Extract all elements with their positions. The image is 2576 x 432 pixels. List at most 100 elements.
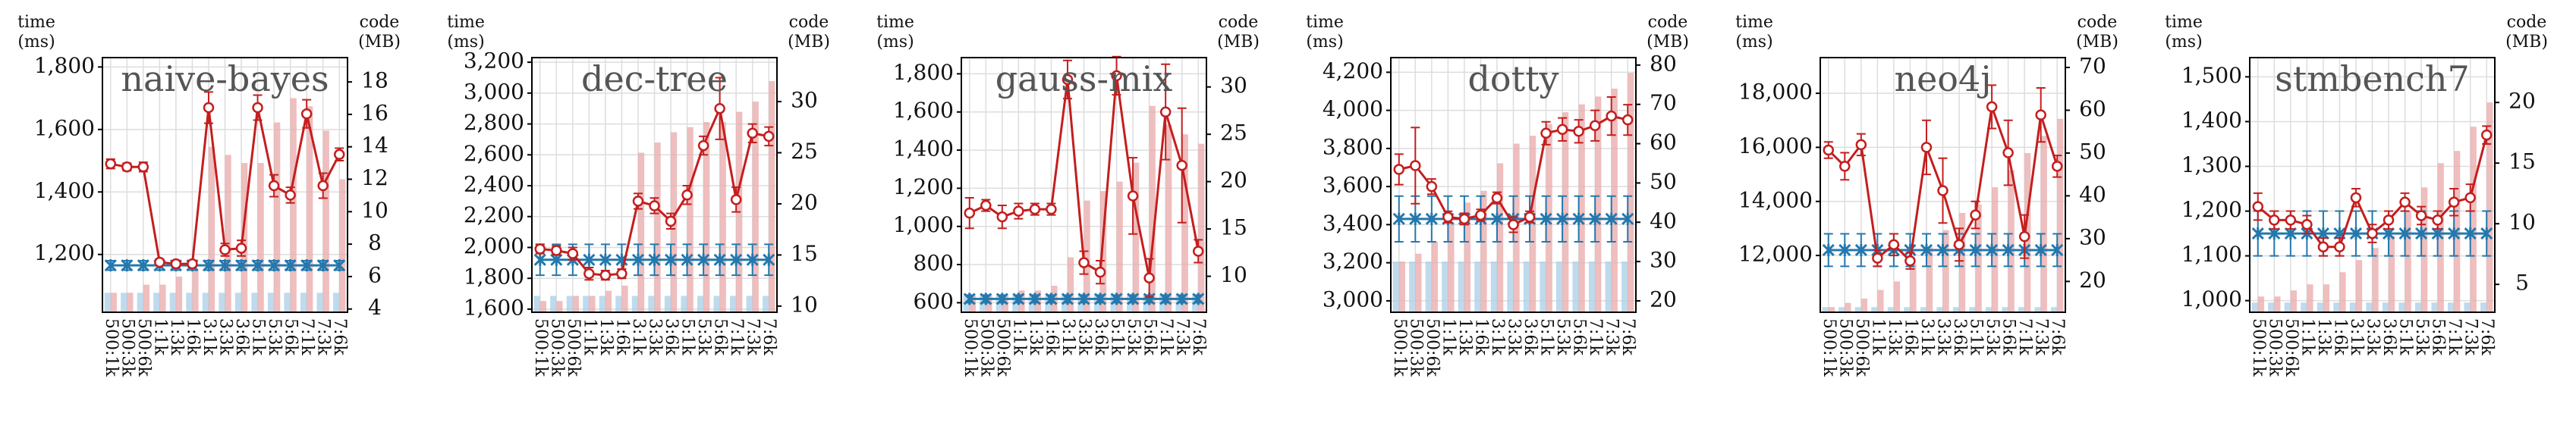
panel: 1,200 1,400 1,600 1,800 4 6 8 10 12 14 16 18 time(ms… — [17, 13, 401, 377]
marker — [551, 245, 562, 256]
marker — [1573, 126, 1584, 137]
marker — [1936, 243, 1949, 257]
x-tick-label: 500:1k — [961, 318, 980, 377]
code-bar — [1845, 302, 1851, 312]
marker — [1540, 212, 1552, 225]
x-tick-label: 7:1k — [297, 318, 316, 355]
marker — [285, 189, 296, 201]
x-tick-label: 5:1k — [1108, 318, 1127, 355]
code-bar — [1490, 261, 1497, 312]
y2-tick-label: 4 — [368, 295, 382, 320]
marker — [104, 259, 117, 272]
code-bar — [654, 142, 661, 312]
code-bar — [1061, 295, 1068, 312]
marker — [1110, 293, 1123, 305]
code-bar — [1077, 295, 1084, 312]
code-bar — [333, 293, 340, 312]
marker — [2448, 196, 2460, 208]
code-bar — [2051, 307, 2058, 312]
y2-tick-label: 25 — [791, 139, 818, 164]
marker — [599, 269, 612, 281]
y-axis-label: time — [2165, 13, 2203, 32]
marker — [2480, 227, 2493, 240]
x-tick-label: 3:3k — [216, 318, 235, 355]
code-bar — [2389, 236, 2395, 312]
y-axis-label: time — [1735, 13, 1773, 32]
code-bar — [621, 285, 628, 312]
x-tick-label: 1:3k — [1026, 318, 1045, 355]
marker — [2285, 214, 2297, 226]
marker — [567, 248, 579, 259]
code-bar — [763, 296, 769, 312]
x-tick-label: 3:6k — [1950, 318, 1969, 355]
code-bar — [1985, 307, 1993, 312]
marker — [284, 259, 297, 272]
plot-frame — [2249, 57, 2496, 313]
x-tick-label: 7:6k — [1618, 318, 1637, 355]
code-bar — [1002, 295, 1009, 312]
marker — [533, 253, 546, 266]
y-axis-label: (ms) — [876, 33, 914, 52]
code-bar — [234, 293, 242, 312]
code-bar — [2382, 302, 2389, 312]
code-bar — [1562, 112, 1569, 312]
code-bar — [969, 295, 976, 312]
marker — [1159, 293, 1172, 305]
marker — [697, 139, 709, 152]
code-bar — [1448, 222, 1455, 312]
x-tick-label: 5:1k — [249, 318, 268, 355]
x-tick-label: 1:3k — [2314, 318, 2333, 355]
marker — [1556, 212, 1569, 225]
marker — [1605, 212, 1618, 225]
code-bar — [1523, 261, 1530, 312]
marker — [2252, 201, 2264, 212]
x-tick-label: 7:1k — [1586, 318, 1605, 355]
y2-tick-label: 20 — [2079, 268, 2106, 293]
code-bar — [175, 276, 183, 312]
x-tick-label: 1:6k — [1042, 318, 1061, 355]
x-tick-label: 500:6k — [564, 318, 583, 377]
code-bar — [267, 293, 275, 312]
marker — [2398, 227, 2411, 240]
marker — [681, 189, 693, 201]
y-tick-label: 1,200 — [893, 174, 954, 199]
x-tick-label: 5:3k — [1983, 318, 2002, 355]
code-bar — [225, 155, 231, 312]
code-bar — [2008, 170, 2015, 312]
marker — [964, 207, 976, 219]
panel: 3,000 3,200 3,400 3,600 3,800 4,000 4,200 20 30 4… — [1306, 13, 1689, 377]
code-bar — [169, 293, 176, 312]
x-tick-label: 3:6k — [662, 318, 681, 355]
y2-tick-label: 12 — [361, 165, 388, 190]
code-bar — [1540, 261, 1546, 312]
chart-title: neo4j — [1894, 58, 1991, 99]
marker — [980, 293, 992, 305]
code-bar — [137, 293, 143, 312]
y-tick-label: 1,600 — [464, 295, 524, 320]
marker — [2432, 214, 2443, 226]
y-axis-label: time — [17, 13, 55, 32]
code-bar — [1588, 261, 1596, 312]
code-bar — [1496, 163, 1504, 312]
code-bar — [1100, 191, 1107, 312]
marker — [1410, 160, 1421, 171]
marker — [2051, 243, 2064, 257]
code-bar — [1045, 295, 1052, 312]
code-bar — [186, 293, 193, 312]
x-tick-label: 3:6k — [1521, 318, 1540, 355]
code-bar — [219, 293, 225, 312]
code-bar — [274, 122, 281, 312]
code-bar — [986, 295, 992, 312]
code-bar — [202, 293, 209, 312]
marker — [1621, 114, 1634, 126]
y-axis-label: time — [876, 13, 914, 32]
marker — [2035, 109, 2046, 121]
code-bar — [1838, 307, 1845, 312]
marker — [1508, 219, 1519, 230]
chart-title: gauss-mix — [995, 58, 1173, 99]
code-bar — [1126, 295, 1134, 312]
marker — [995, 293, 1008, 305]
marker — [203, 102, 215, 114]
marker — [1392, 212, 1405, 225]
x-tick-label: 1:3k — [596, 318, 615, 355]
